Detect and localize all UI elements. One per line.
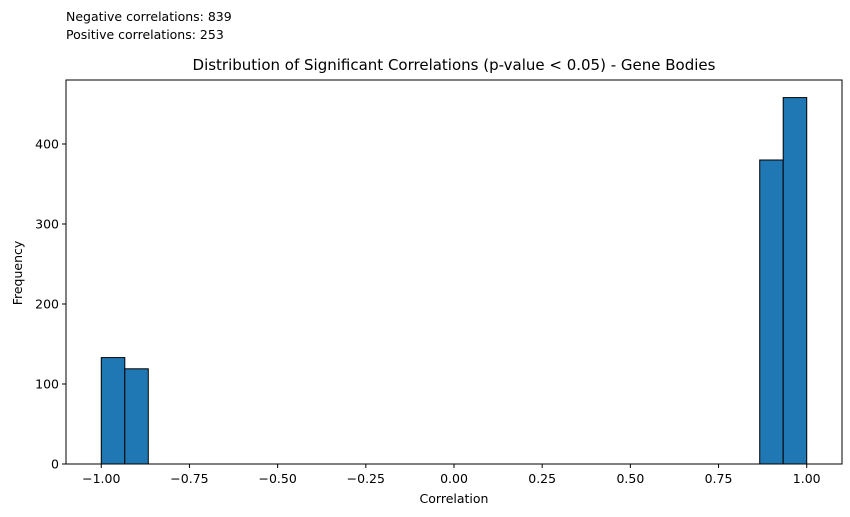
x-tick-label: −1.00 <box>82 471 120 486</box>
negative-correlations-annotation: Negative correlations: 839 <box>66 9 232 24</box>
x-tick-label: 0.00 <box>440 471 468 486</box>
x-tick-label: 0.50 <box>616 471 644 486</box>
y-tick-label: 100 <box>35 377 59 392</box>
positive-correlations-annotation: Positive correlations: 253 <box>66 27 224 42</box>
chart-title: Distribution of Significant Correlations… <box>193 56 716 74</box>
x-tick-label: 0.75 <box>705 471 733 486</box>
x-tick-label: 0.25 <box>528 471 556 486</box>
y-axis-ticks: 0 100 200 300 400 <box>35 137 66 472</box>
bars-group <box>100 97 808 465</box>
x-tick-label: 1.00 <box>793 471 821 486</box>
y-tick-label: 0 <box>51 457 59 472</box>
y-tick-label: 300 <box>35 217 59 232</box>
y-tick-label: 400 <box>35 137 59 152</box>
x-axis-ticks: −1.00 −0.75 −0.50 −0.25 0.00 0.25 0.50 0.75 1.00 <box>82 464 821 486</box>
histogram-bar <box>124 368 149 465</box>
plot-frame <box>65 79 843 465</box>
histogram-bar <box>759 159 784 465</box>
x-axis-label: Correlation <box>420 491 489 506</box>
y-axis-label: Frequency <box>10 240 25 305</box>
y-tick-label: 200 <box>35 297 59 312</box>
x-tick-label: −0.50 <box>258 471 296 486</box>
histogram-bar <box>100 357 126 465</box>
histogram-bar <box>782 97 808 465</box>
x-tick-label: −0.75 <box>170 471 208 486</box>
x-tick-label: −0.25 <box>347 471 385 486</box>
